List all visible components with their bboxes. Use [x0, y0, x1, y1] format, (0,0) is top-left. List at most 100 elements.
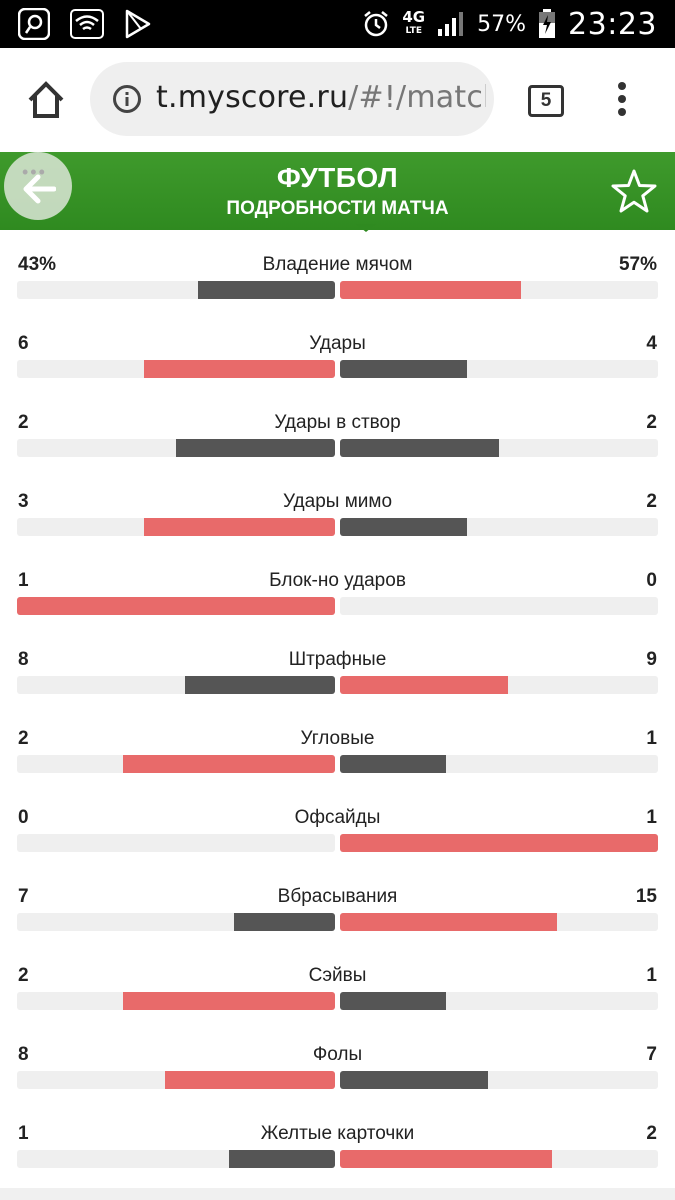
stat-home-bar — [17, 597, 335, 615]
back-arrow-icon — [23, 174, 56, 204]
stat-home-bar-track — [17, 992, 335, 1010]
stat-away-bar — [340, 992, 446, 1010]
stat-home-value: 2 — [18, 728, 29, 749]
stat-away-bar-track — [340, 1150, 658, 1168]
stat-name: Владение мячом — [262, 254, 413, 275]
stat-home-value: 8 — [18, 649, 29, 670]
wifi-icon — [70, 9, 104, 39]
stat-away-bar — [340, 755, 446, 773]
stat-home-value: 1 — [18, 1123, 29, 1144]
stat-away-bar — [340, 518, 467, 536]
stat-away-bar-track — [340, 360, 658, 378]
stat-away-value: 1 — [646, 728, 657, 749]
stat-row: 2 Удары в створ 2 — [0, 388, 675, 467]
stat-home-value: 7 — [18, 886, 29, 907]
page-header: ФУТБОЛ ПОДРОБНОСТИ МАТЧА ••• — [0, 152, 675, 230]
stat-name: Вбрасывания — [277, 886, 398, 907]
status-bar-system: 4G LTE 57% 23:23 — [362, 0, 657, 48]
stat-away-bar — [340, 676, 508, 694]
stat-away-value: 15 — [635, 886, 657, 907]
stat-name: Желтые карточки — [260, 1123, 415, 1144]
stat-home-bar — [229, 1150, 335, 1168]
stat-name: Блок-но ударов — [269, 570, 406, 591]
stat-home-bar-track — [17, 913, 335, 931]
stat-away-bar-track — [340, 676, 658, 694]
battery-charging-icon — [539, 9, 556, 38]
page-title: ФУТБОЛ — [276, 162, 399, 193]
stat-name: Удары в створ — [274, 412, 401, 433]
stat-away-bar-track — [340, 913, 658, 931]
info-icon[interactable] — [112, 84, 142, 114]
header-pointer — [356, 224, 376, 232]
stat-name: Удары мимо — [282, 491, 393, 512]
stat-away-bar-track — [340, 992, 658, 1010]
stat-row: 8 Фолы 7 — [0, 1020, 675, 1099]
stat-away-value: 2 — [646, 1123, 657, 1144]
battery-percent: 57% — [477, 11, 527, 37]
play-store-icon — [125, 9, 151, 39]
stat-home-value: 1 — [18, 570, 29, 591]
stat-home-bar — [123, 992, 335, 1010]
stat-home-bar — [234, 913, 335, 931]
alarm-icon — [364, 11, 389, 37]
stat-home-bar-track — [17, 755, 335, 773]
favorite-star-icon[interactable] — [611, 168, 657, 214]
home-icon[interactable] — [22, 76, 70, 124]
page-subtitle: ПОДРОБНОСТИ МАТЧА — [226, 198, 449, 219]
stat-away-bar — [340, 360, 467, 378]
stat-name: Удары — [309, 333, 366, 354]
stat-away-value: 1 — [646, 965, 657, 986]
stat-home-bar-track — [17, 281, 335, 299]
overflow-menu-icon[interactable] — [612, 82, 632, 122]
stat-home-bar-track — [17, 1150, 335, 1168]
stat-home-value: 6 — [18, 333, 29, 354]
stat-home-value: 2 — [18, 412, 29, 433]
network-type-indicator: 4G LTE — [402, 8, 426, 37]
back-button[interactable]: ••• — [4, 152, 72, 220]
stat-home-bar-track — [17, 439, 335, 457]
stat-away-bar — [340, 1150, 552, 1168]
stat-home-value: 8 — [18, 1044, 29, 1065]
stat-away-bar — [340, 281, 521, 299]
stat-home-value: 43% — [18, 254, 57, 275]
stat-away-value: 57% — [618, 254, 657, 275]
stat-home-bar — [144, 518, 335, 536]
stat-home-bar — [144, 360, 335, 378]
stat-home-bar — [123, 755, 335, 773]
stat-home-bar-track — [17, 518, 335, 536]
stat-row: 43% Владение мячом 57% — [0, 230, 675, 309]
stat-away-value: 1 — [646, 807, 657, 828]
stat-name: Офсайды — [294, 807, 381, 828]
stat-home-bar-track — [17, 1071, 335, 1089]
stat-row: 8 Штрафные 9 — [0, 625, 675, 704]
stat-away-value: 2 — [646, 491, 657, 512]
browser-toolbar: t.myscore.ru/#!/match/ 5 — [0, 48, 675, 152]
status-bar-notifications — [18, 8, 152, 40]
stat-row: 2 Угловые 1 — [0, 704, 675, 783]
bottom-divider — [0, 1188, 675, 1200]
stat-home-bar-track — [17, 676, 335, 694]
stat-home-bar-track — [17, 834, 335, 852]
url-path: /#!/match/ — [348, 80, 486, 115]
address-bar[interactable]: t.myscore.ru/#!/match/ — [90, 62, 494, 136]
stat-row: 1 Желтые карточки 2 — [0, 1099, 675, 1178]
stat-away-bar-track — [340, 518, 658, 536]
status-bar: 4G LTE 57% 23:23 — [0, 0, 675, 48]
stat-away-bar-track — [340, 834, 658, 852]
stat-home-value: 3 — [18, 491, 29, 512]
stat-away-value: 0 — [646, 570, 657, 591]
stat-away-bar — [340, 1071, 488, 1089]
url-host: t.myscore.ru — [156, 80, 349, 115]
tab-switcher-button[interactable]: 5 — [528, 85, 564, 117]
stat-home-bar — [176, 439, 335, 457]
stat-away-value: 9 — [646, 649, 657, 670]
url-text[interactable]: t.myscore.ru/#!/match/ — [156, 80, 486, 115]
stat-home-value: 2 — [18, 965, 29, 986]
stat-away-bar — [340, 913, 557, 931]
stat-home-value: 0 — [18, 807, 29, 828]
signal-icon — [438, 12, 464, 36]
stat-home-bar-track — [17, 597, 335, 615]
stat-away-bar — [340, 834, 658, 852]
stat-home-bar-track — [17, 360, 335, 378]
stat-name: Штрафные — [288, 649, 387, 670]
